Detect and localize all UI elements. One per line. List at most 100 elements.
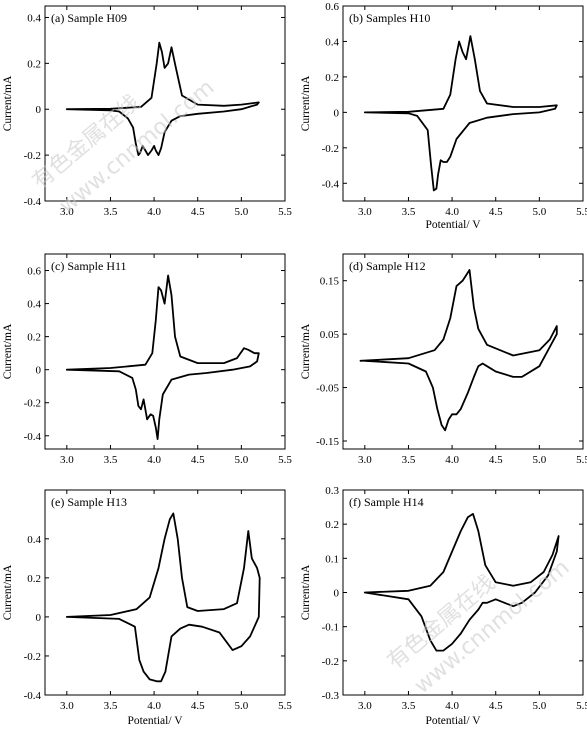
panel-title: (c) Sample H11 bbox=[51, 259, 127, 273]
plot-frame bbox=[44, 253, 286, 450]
x-tick-label: 3.0 bbox=[60, 700, 74, 712]
x-tick-label: 5.5 bbox=[278, 700, 292, 712]
y-tick-label: 0.05 bbox=[320, 329, 340, 341]
y-tick-label: 0.15 bbox=[320, 276, 340, 288]
y-tick-label: 0 bbox=[334, 107, 340, 119]
x-tick-label: 4.5 bbox=[489, 454, 503, 466]
y-tick-label: -0.4 bbox=[322, 178, 340, 190]
y-tick-label: 0.4 bbox=[27, 12, 41, 24]
x-tick-label: 4.0 bbox=[147, 700, 161, 712]
y-tick-label: -0.2 bbox=[24, 150, 41, 162]
panel-4: 3.0 3.5 4.0 4.5 5.0 5.5 -0.4 -0.2 0 0.2 0.4 (e) Sam… bbox=[2, 489, 292, 727]
y-tick-label: -0.4 bbox=[24, 690, 42, 702]
y-tick-label: 0.1 bbox=[325, 553, 339, 565]
x-tick-label: 4.0 bbox=[445, 454, 459, 466]
y-tick-label: -0.4 bbox=[24, 431, 42, 443]
x-tick-label: 5.5 bbox=[278, 454, 292, 466]
panel-3: 3.0 3.5 4.0 4.5 5.0 5.5 -0.15 -0.05 0.05 0.15 (d) … bbox=[300, 253, 587, 466]
cv-curve bbox=[359, 269, 558, 432]
y-tick-label: -0.2 bbox=[322, 656, 339, 668]
watermark-bottom: 有色金属在线 www.cnnmol.com bbox=[383, 555, 575, 699]
panel-title: (f) Sample H14 bbox=[349, 495, 424, 509]
y-tick-label: 0.4 bbox=[27, 299, 41, 311]
panel-title: (e) Sample H13 bbox=[51, 495, 127, 509]
y-tick-label: 0.3 bbox=[325, 485, 339, 497]
y-tick-label: 0 bbox=[36, 104, 42, 116]
x-tick-label: 5.0 bbox=[234, 206, 248, 218]
y-axis-label: Current/mA bbox=[300, 564, 312, 620]
y-tick-label: -0.05 bbox=[316, 383, 339, 395]
y-tick-label: -0.3 bbox=[322, 690, 340, 702]
x-axis-label: Potential/ V bbox=[425, 715, 481, 727]
x-tick-label: 3.0 bbox=[60, 454, 74, 466]
plot-frame bbox=[44, 489, 286, 696]
x-tick-label: 3.5 bbox=[402, 206, 416, 218]
x-tick-label: 3.5 bbox=[104, 206, 118, 218]
x-tick-label: 4.0 bbox=[147, 454, 161, 466]
cv-curve bbox=[363, 513, 560, 652]
x-tick-label: 4.5 bbox=[191, 206, 205, 218]
x-tick-label: 4.5 bbox=[489, 206, 503, 218]
y-tick-label: 0.4 bbox=[325, 36, 339, 48]
x-tick-label: 5.0 bbox=[532, 700, 546, 712]
cv-curve bbox=[65, 41, 260, 156]
x-tick-label: 5.0 bbox=[532, 454, 546, 466]
x-tick-label: 3.0 bbox=[60, 206, 74, 218]
y-tick-label: 0 bbox=[36, 612, 42, 624]
y-axis-label: Current/mA bbox=[300, 323, 312, 379]
x-tick-label: 3.5 bbox=[402, 454, 416, 466]
y-tick-label: 0.2 bbox=[325, 72, 339, 84]
y-axis-label: Current/mA bbox=[300, 75, 312, 131]
panel-title: (a) Sample H09 bbox=[51, 11, 127, 25]
x-tick-label: 3.0 bbox=[358, 206, 372, 218]
cv-curve bbox=[363, 35, 558, 192]
y-tick-label: -0.4 bbox=[24, 196, 42, 208]
x-tick-label: 4.5 bbox=[191, 700, 205, 712]
x-tick-label: 4.0 bbox=[445, 206, 459, 218]
y-tick-label: 0.2 bbox=[27, 332, 41, 344]
panel-title: (d) Sample H12 bbox=[349, 259, 426, 273]
cv-curve bbox=[65, 512, 261, 683]
watermark-top: 有色金属在线 www.cnnmol.com bbox=[28, 75, 220, 219]
x-axis-label: Potential/ V bbox=[425, 219, 481, 231]
y-tick-label: -0.2 bbox=[24, 398, 41, 410]
y-tick-label: 0.2 bbox=[325, 519, 339, 531]
x-tick-label: 3.5 bbox=[104, 454, 118, 466]
y-tick-label: 0.6 bbox=[27, 266, 41, 278]
y-tick-label: 0 bbox=[36, 365, 42, 377]
panel-2: 3.0 3.5 4.0 4.5 5.0 5.5 -0.4 -0.2 0 0.2 0.4 0.6 (c) … bbox=[2, 253, 292, 466]
x-tick-label: 3.0 bbox=[358, 454, 372, 466]
y-tick-label: -0.2 bbox=[24, 651, 41, 663]
x-tick-label: 5.0 bbox=[532, 206, 546, 218]
x-tick-label: 5.5 bbox=[576, 700, 587, 712]
y-tick-label: 0.6 bbox=[325, 1, 339, 13]
y-tick-label: 0.4 bbox=[27, 534, 41, 546]
y-tick-label: -0.1 bbox=[322, 622, 339, 634]
y-axis-label: Current/mA bbox=[2, 75, 14, 131]
x-tick-label: 3.0 bbox=[358, 700, 372, 712]
panel-title: (b) Samples H10 bbox=[349, 11, 430, 25]
plot-frame bbox=[342, 5, 584, 202]
panel-5: 3.0 3.5 4.0 4.5 5.0 5.5 -0.3 -0.2 -0.1 0 0.1 0.2 0.3… bbox=[300, 485, 587, 727]
x-tick-label: 5.0 bbox=[234, 700, 248, 712]
y-tick-label: -0.2 bbox=[322, 143, 339, 155]
cv-curve bbox=[65, 274, 260, 440]
x-tick-label: 5.5 bbox=[278, 206, 292, 218]
x-tick-label: 5.5 bbox=[576, 454, 587, 466]
plot-frame bbox=[342, 253, 584, 450]
x-tick-label: 5.0 bbox=[234, 454, 248, 466]
x-tick-label: 4.0 bbox=[147, 206, 161, 218]
plot-frame bbox=[44, 5, 286, 202]
panel-1: 3.0 3.5 4.0 4.5 5.0 5.5 -0.4 -0.2 0 0.2 0.4 0.6 (b) … bbox=[300, 1, 587, 231]
panel-0: 3.0 3.5 4.0 4.5 5.0 5.5 -0.4 -0.2 0 0.2 0.4 (a) Sam… bbox=[2, 5, 292, 218]
y-axis-label: Current/mA bbox=[2, 564, 14, 620]
x-tick-label: 3.5 bbox=[402, 700, 416, 712]
y-axis-label: Current/mA bbox=[2, 323, 14, 379]
y-tick-label: 0.2 bbox=[27, 573, 41, 585]
x-tick-label: 3.5 bbox=[104, 700, 118, 712]
y-tick-label: -0.15 bbox=[316, 436, 339, 448]
x-axis-label: Potential/ V bbox=[127, 715, 183, 727]
y-tick-label: 0.2 bbox=[27, 58, 41, 70]
